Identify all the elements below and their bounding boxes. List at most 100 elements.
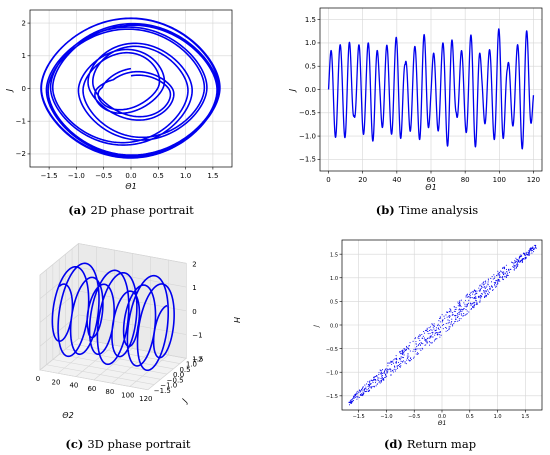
panel-d-point [390,369,392,371]
panel-d-point [400,356,402,358]
panel-d-points [348,244,537,406]
panel-d-point [375,378,377,381]
panel-d-point [469,294,471,296]
panel-d-caption-text: Return map [407,437,476,451]
panel-d-point [502,272,504,274]
b-y-tick-label: 0.0 [305,86,316,94]
panel-d-point [486,285,488,287]
panel-d-point [478,295,480,297]
panel-d-point [400,362,402,365]
panel-d-point [395,368,397,370]
panel-d-point [488,292,490,294]
panel-d-point [378,372,380,374]
panel-d-point [398,357,401,359]
panel-d-point [441,321,443,323]
panel-d-point [493,277,495,279]
panel-b-xlabel: Θ1 [425,183,436,192]
panel-d-point [450,322,452,324]
panel-d-point [418,343,421,345]
a-x-tick-label: −1.0 [68,172,85,180]
panel-d-point [465,299,467,301]
panel-c-z-tick-label: 1 [192,284,196,292]
panel-d-point [425,339,427,341]
panel-d-point [492,289,494,291]
panel-d-point [491,286,493,288]
panel-d-point [476,292,478,294]
panel-c-y-tick-label: −0.5 [167,376,184,384]
panel-d-point [512,262,514,264]
panel-d-point [484,287,486,290]
panel-d-point [422,348,424,350]
panel-d-point [436,331,438,334]
panel-d-point [357,390,359,392]
panel-d-point [459,311,461,313]
panel-d-point [390,362,392,364]
panel-d-x-ticks: −1.5 −1.0 −0.5 0.0 0.5 1.0 1.5 [353,410,529,420]
panel-d-point [515,261,517,264]
panel-d-point [496,275,498,277]
panel-d-point [474,297,476,299]
panel-c-x-ticks: 0 20 40 60 80 100 120 [36,375,153,403]
panel-d-point [438,331,440,333]
panel-d-point [502,275,504,277]
panel-d-point [491,275,493,278]
panel-d-point [380,373,382,375]
panel-d-caption: (d) Return map [384,437,476,451]
panel-d-point [353,395,355,397]
panel-d-point [373,379,375,382]
panel-d-point [415,353,417,355]
panel-d-point [474,301,476,303]
panel-d-point [458,318,460,320]
panel-d-point [417,337,419,339]
panel-d-point [527,253,529,255]
panel-a-caption: (a) 2D phase portrait [68,203,194,217]
panel-d-point [495,281,497,283]
panel-d-point [497,280,499,282]
panel-d-point [473,306,475,308]
panel-d-point [414,338,416,340]
d-x-tick-label: 0.5 [466,414,474,420]
panel-d-point [510,268,512,270]
panel-d-point [448,316,450,319]
panel-d-point [493,274,495,276]
panel-d-point [521,258,523,260]
panel-d-point [517,264,519,266]
panel-d-point [390,370,392,372]
panel-d-point [426,342,428,344]
panel-d-point [402,357,405,359]
panel-d-point [508,271,511,273]
d-x-tick-label: −0.5 [408,414,420,420]
panel-d-point [361,393,363,395]
panel-d-point [499,275,501,277]
panel-d-point [439,334,441,336]
panel-d-point [451,324,454,326]
panel-d-point [405,349,407,352]
panel-d-point [467,302,469,304]
panel-d-point [419,348,421,350]
panel-d-point [429,333,431,335]
panel-d-point [470,303,472,305]
panel-d-point [356,398,358,400]
panel-d-point [382,372,384,375]
panel-d-point [367,381,369,383]
panel-d-point [520,260,522,263]
panel-d-point [480,297,482,299]
panel-d-point [368,381,371,383]
panel-d-point [470,304,472,306]
panel-d-point [357,395,359,397]
panel-d-point [486,289,489,291]
panel-d-point [385,370,388,372]
panel-c-z-tick-label: 0 [192,308,196,316]
panel-d-point [520,255,522,258]
panel-d-point [439,317,441,319]
b-y-tick-label: 1.0 [305,39,316,47]
panel-d-point [457,313,459,315]
panel-d-point [452,314,454,316]
panel-d-point [513,264,515,266]
panel-d-point [472,297,474,299]
panel-d-point [373,385,375,387]
panel-d-point [480,295,482,297]
panel-d-point [408,359,410,361]
panel-d-point [408,348,410,350]
panel-d-point [478,296,480,299]
